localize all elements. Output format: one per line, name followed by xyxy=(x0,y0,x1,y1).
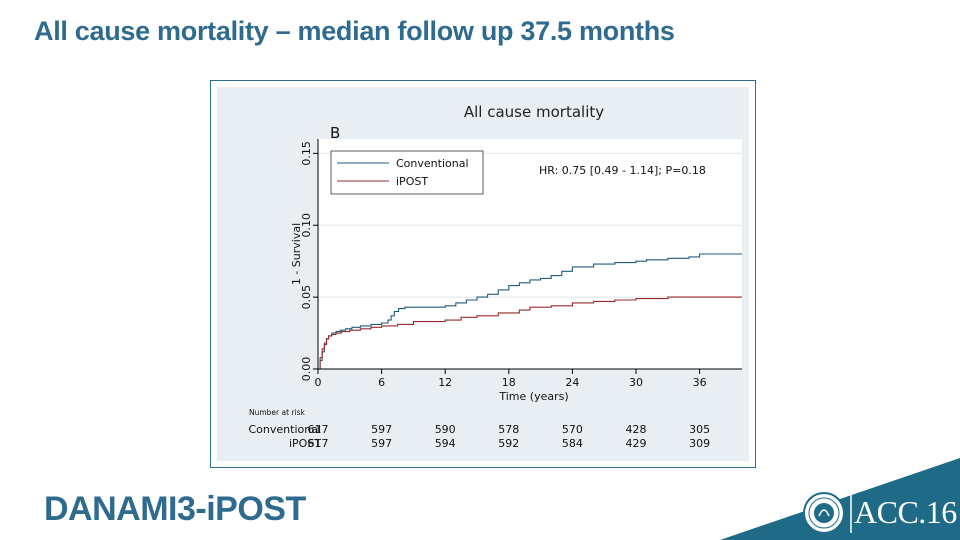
risk-cell: 429 xyxy=(626,437,647,450)
x-tick-label: 24 xyxy=(565,376,579,389)
x-tick-label: 30 xyxy=(629,376,643,389)
risk-cell: 305 xyxy=(689,423,710,436)
x-ticks: 0 6 12 18 24 30 36 xyxy=(315,369,707,389)
x-axis-label: Time (years) xyxy=(498,390,568,403)
x-tick-label: 0 xyxy=(315,376,322,389)
series-line-ipost xyxy=(318,296,742,370)
logo-divider xyxy=(850,493,852,533)
x-tick-label: 12 xyxy=(438,376,452,389)
y-axis-label: 1 - Survival xyxy=(290,223,303,285)
slide-title: All cause mortality – median follow up 3… xyxy=(34,16,675,46)
panel-label: B xyxy=(330,124,340,142)
risk-cell: 597 xyxy=(371,437,392,450)
risk-row-label: Conventional xyxy=(249,423,322,436)
risk-cell: 428 xyxy=(626,423,647,436)
x-tick-label: 18 xyxy=(502,376,516,389)
acc-logo-text: ACC.16 xyxy=(854,494,957,530)
risk-table-title: Number at risk xyxy=(249,408,306,417)
km-chart: All cause mortality B 0.00 0.05 0.10 0.15 0… xyxy=(249,103,742,450)
risk-row-label: iPOST xyxy=(289,437,321,450)
y-tick-label: 0.10 xyxy=(300,213,313,238)
legend-label-ipost: iPOST xyxy=(396,175,428,188)
risk-cell: 309 xyxy=(689,437,710,450)
y-tick-label: 0.05 xyxy=(300,285,313,310)
risk-cell: 617 xyxy=(308,423,329,436)
risk-cell: 590 xyxy=(435,423,456,436)
figure-frame: All cause mortality B 0.00 0.05 0.10 0.15 0… xyxy=(210,80,756,468)
risk-cell: 594 xyxy=(435,437,456,450)
y-tick-label: 0.00 xyxy=(300,357,313,382)
figure-panel: All cause mortality B 0.00 0.05 0.10 0.15 0… xyxy=(217,87,749,461)
risk-cell: 617 xyxy=(308,437,329,450)
acc-seal-icon xyxy=(803,492,845,534)
y-tick-label: 0.15 xyxy=(300,141,313,166)
acc-logo: ACC.16 xyxy=(800,490,960,536)
chart-title: All cause mortality xyxy=(464,103,604,121)
curves xyxy=(318,253,742,370)
hr-annotation: HR: 0.75 [0.49 - 1.14]; P=0.18 xyxy=(539,164,706,177)
risk-cell: 570 xyxy=(562,423,583,436)
x-tick-label: 6 xyxy=(378,376,385,389)
risk-cell: 578 xyxy=(498,423,519,436)
y-ticks: 0.00 0.05 0.10 0.15 xyxy=(300,141,318,381)
risk-cell: 592 xyxy=(498,437,519,450)
x-tick-label: 36 xyxy=(693,376,707,389)
footer-study-name: DANAMI3-iPOST xyxy=(44,490,306,528)
legend: Conventional iPOST xyxy=(330,150,484,195)
risk-cell: 584 xyxy=(562,437,583,450)
legend-label-conventional: Conventional xyxy=(396,157,469,170)
legend-box xyxy=(330,150,484,195)
risk-cell: 597 xyxy=(371,423,392,436)
